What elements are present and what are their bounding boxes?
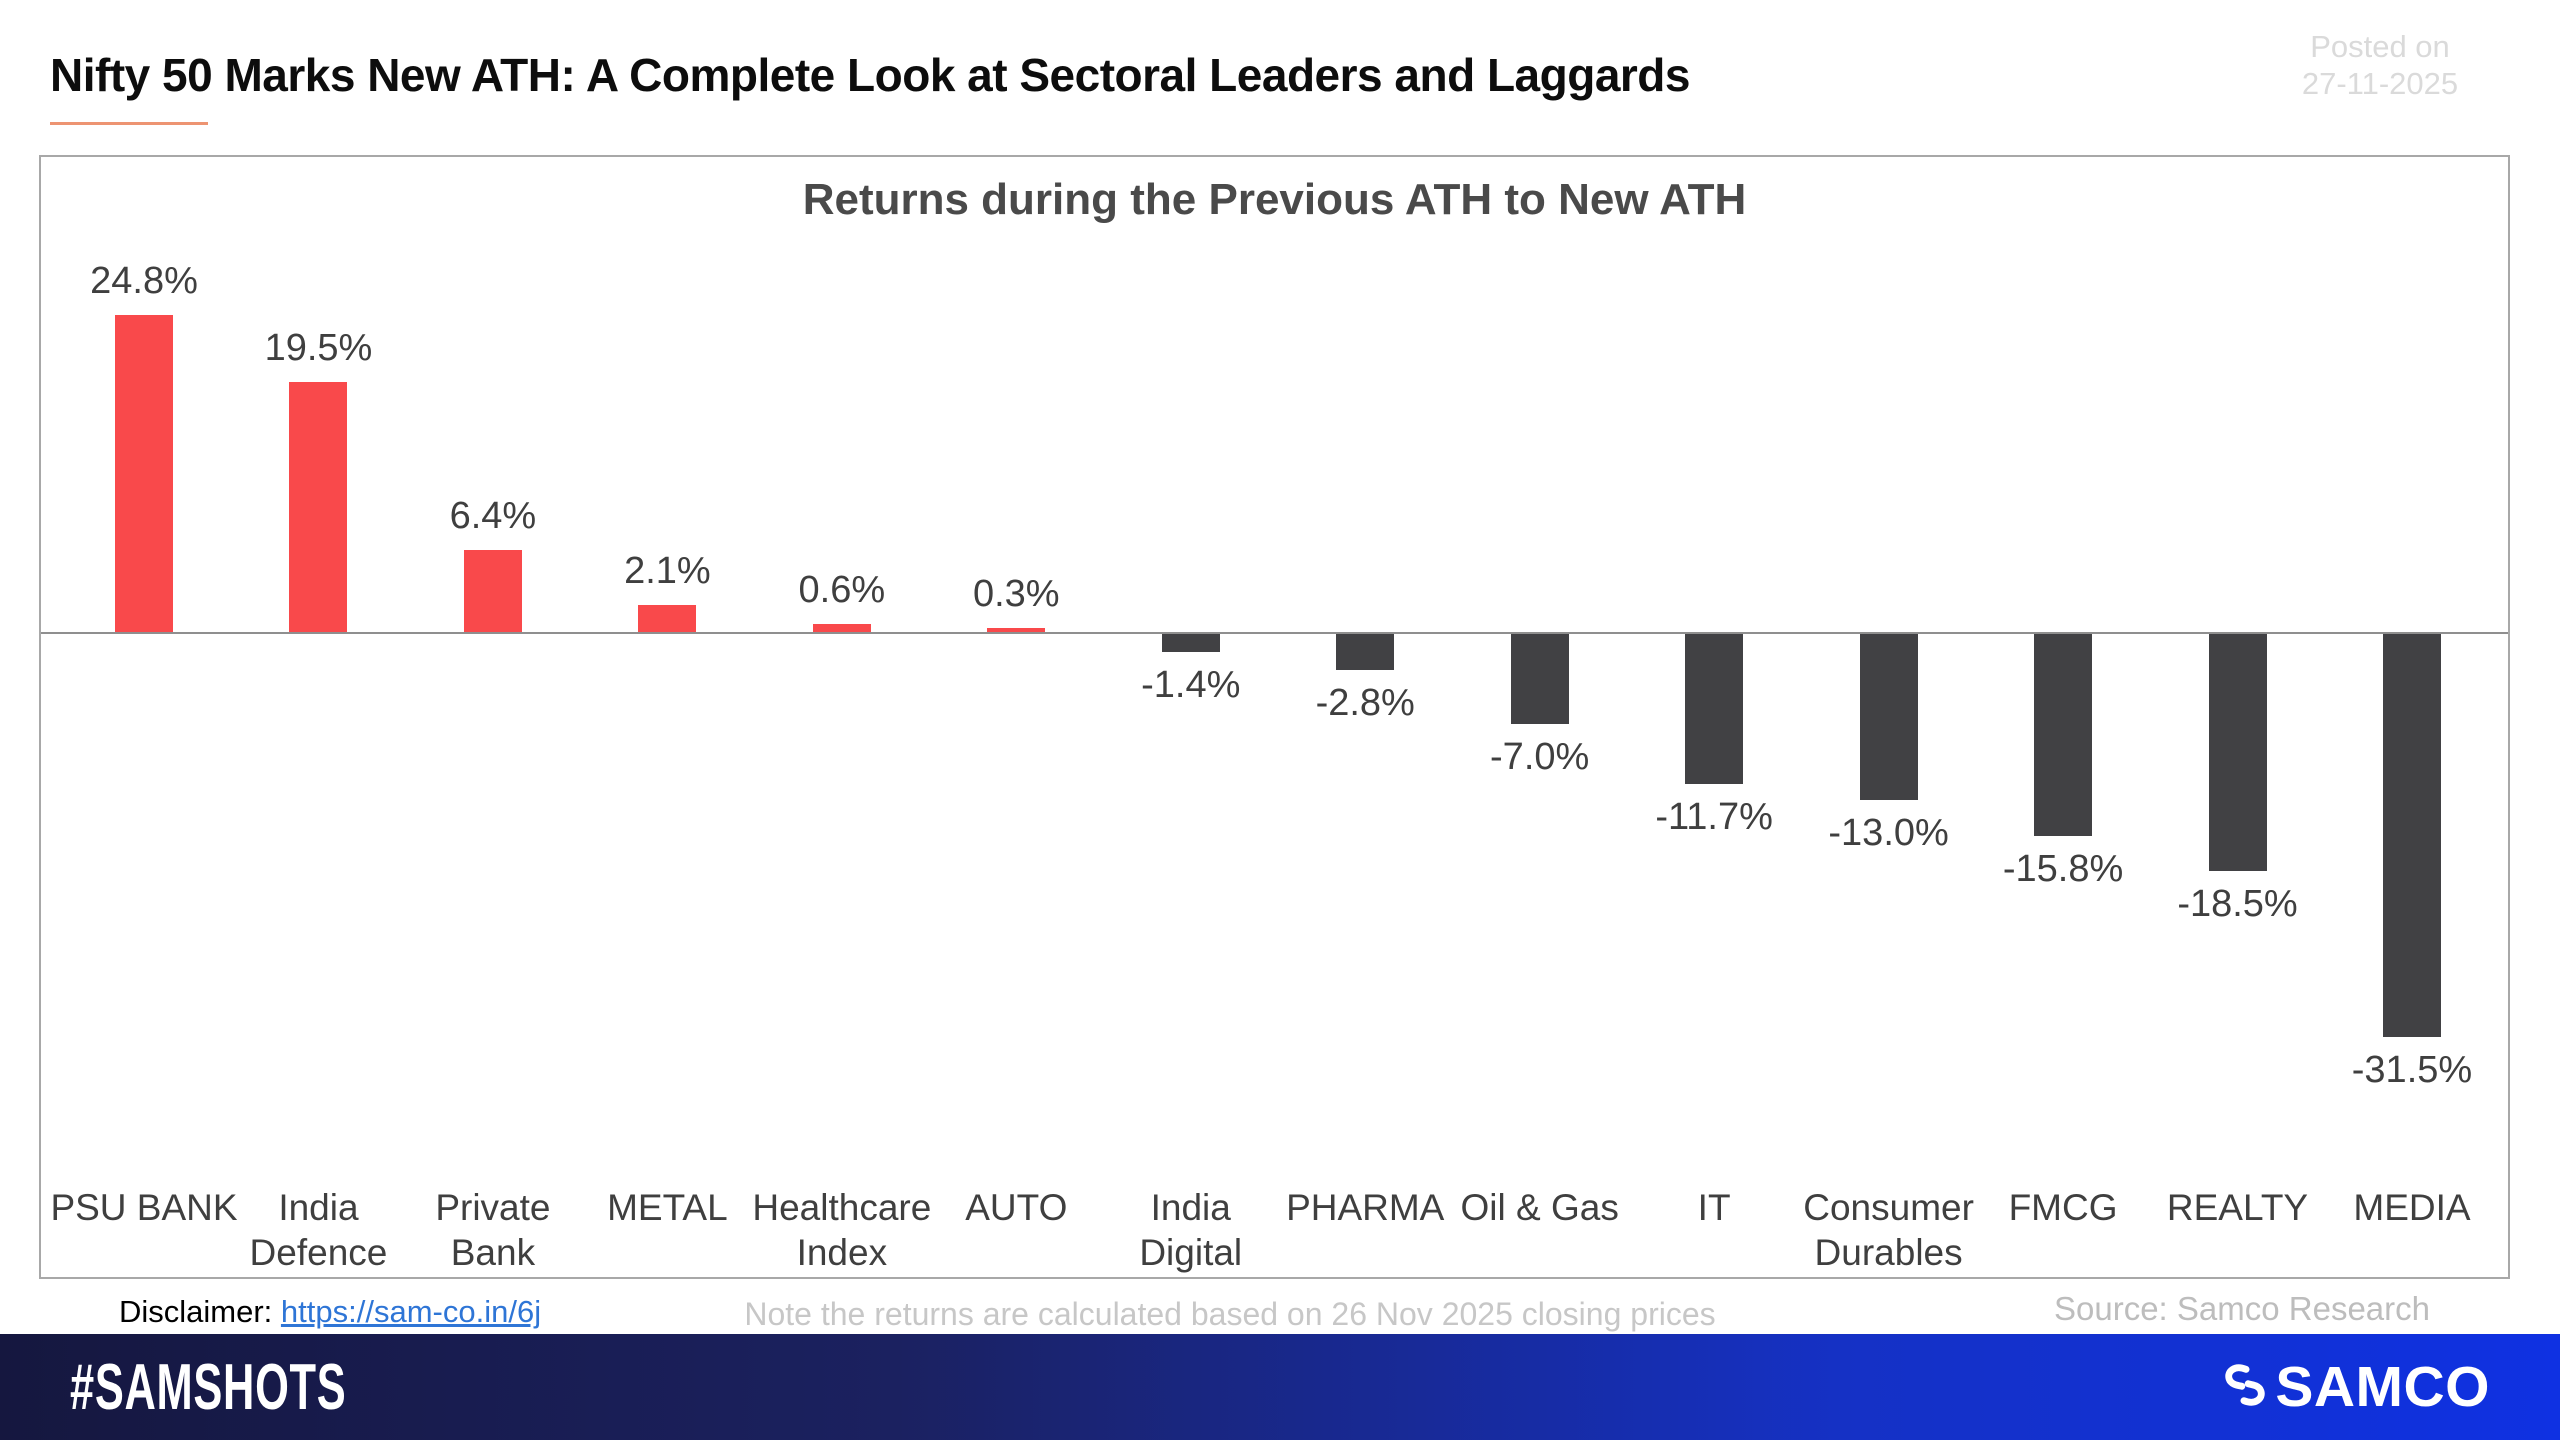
category-label-line: India (1150, 1187, 1231, 1228)
category-label-line: Private (435, 1187, 551, 1228)
disclaimer-label: Disclaimer: (119, 1294, 273, 1329)
bar-realty (2208, 634, 2267, 871)
value-label-healthcare-index: 0.6% (798, 569, 886, 612)
brand-bar: #SAMSHOTS SAMCO (0, 1334, 2560, 1440)
bar-metal (638, 605, 697, 632)
bar-auto (987, 628, 1046, 632)
chart-title: Returns during the Previous ATH to New A… (802, 175, 1747, 224)
category-label-line: Oil & Gas (1460, 1187, 1619, 1228)
title-accent-underline (50, 122, 208, 125)
value-label-oil-gas: -7.0% (1490, 735, 1590, 778)
samshots-hashtag: #SAMSHOTS (70, 1351, 347, 1423)
category-label-india-digital: India Digital (1091, 1185, 1291, 1275)
category-label-media: MEDIA (2312, 1185, 2512, 1230)
category-label-metal: METAL (567, 1185, 767, 1230)
category-label-line: Defence (249, 1232, 388, 1273)
samco-wordmark: SAMCO (2275, 1355, 2490, 1419)
category-label-line: IT (1697, 1187, 1731, 1228)
category-label-line: PHARMA (1286, 1187, 1445, 1228)
value-label-pharma: -2.8% (1315, 681, 1415, 724)
category-label-india-defence: India Defence (218, 1185, 418, 1275)
value-label-india-defence: 19.5% (264, 327, 373, 370)
footer-row: Disclaimer: https://sam-co.in/6j Note th… (0, 1290, 2560, 1334)
source-text: Source: Samco Research (2053, 1290, 2430, 1327)
category-label-line: Bank (450, 1232, 536, 1273)
category-label-line: PSU BANK (50, 1187, 238, 1228)
value-label-auto: 0.3% (972, 573, 1060, 616)
value-label-fmcg: -15.8% (2002, 848, 2124, 891)
category-label-line: METAL (607, 1187, 728, 1228)
category-label-line: AUTO (965, 1187, 1068, 1228)
category-label-line: India (278, 1187, 359, 1228)
posted-on-date: 27-11-2025 (2301, 66, 2459, 101)
note-text: Note the returns are calculated based on… (744, 1296, 1716, 1332)
value-label-consumer-durables: -13.0% (1828, 812, 1949, 855)
bar-fmcg (2034, 634, 2093, 837)
bar-media (2382, 634, 2441, 1038)
value-label-india-digital: -1.4% (1141, 663, 1241, 706)
value-label-private-bank: 6.4% (449, 495, 537, 538)
category-label-auto: AUTO (916, 1185, 1116, 1230)
page-title: Nifty 50 Marks New ATH: A Complete Look … (50, 49, 1691, 101)
posted-on: Posted on 27-11-2025 (2280, 28, 2480, 102)
value-label-it: -11.7% (1655, 795, 1773, 838)
bar-india-defence (289, 382, 348, 632)
category-label-realty: REALTY (2138, 1185, 2338, 1230)
category-label-private-bank: Private Bank (393, 1185, 593, 1275)
bar-psu-bank (115, 314, 173, 632)
samco-swirl-icon (2221, 1361, 2269, 1414)
bar-it (1685, 634, 1744, 784)
category-label-oil-gas: Oil & Gas (1440, 1185, 1640, 1230)
posted-on-label: Posted on (2310, 29, 2450, 64)
samco-logo: SAMCO (2221, 1354, 2490, 1420)
plot-area: 24.8% PSU BANK 19.5% India Defence 6.4% Privat… (41, 157, 2508, 1277)
category-label-line: Index (796, 1232, 888, 1273)
disclaimer-link[interactable]: https://sam-co.in/6j (280, 1294, 542, 1329)
bar-india-digital (1161, 634, 1220, 652)
bar-oil-gas (1510, 634, 1569, 724)
category-label-line: REALTY (2166, 1187, 2309, 1228)
category-label-psu-bank: PSU BANK (44, 1185, 244, 1230)
category-label-line: Digital (1139, 1232, 1243, 1273)
disclaimer: Disclaimer: https://sam-co.in/6j (119, 1294, 541, 1330)
value-label-realty: -18.5% (2177, 882, 2298, 925)
category-label-line: Healthcare (752, 1187, 932, 1228)
value-label-psu-bank: 24.8% (90, 259, 198, 302)
chart-container: Returns during the Previous ATH to New A… (39, 155, 2510, 1279)
category-label-line: MEDIA (2353, 1187, 2471, 1228)
category-label-healthcare-index: Healthcare Index (742, 1185, 942, 1275)
zero-axis-line (41, 632, 2508, 634)
category-label-pharma: PHARMA (1265, 1185, 1465, 1230)
bar-consumer-durables (1859, 634, 1918, 801)
category-label-line: FMCG (2008, 1187, 2118, 1228)
category-label-it: IT (1614, 1185, 1814, 1230)
category-label-consumer-durables: Consumer Durables (1789, 1185, 1989, 1275)
category-label-fmcg: FMCG (1963, 1185, 2163, 1230)
value-label-media: -31.5% (2351, 1049, 2473, 1092)
category-label-line: Durables (1814, 1232, 1963, 1273)
bar-healthcare-index (812, 624, 871, 632)
category-label-line: Consumer (1803, 1187, 1974, 1228)
value-label-metal: 2.1% (624, 550, 711, 593)
bar-private-bank (463, 550, 522, 632)
bar-pharma (1336, 634, 1395, 670)
